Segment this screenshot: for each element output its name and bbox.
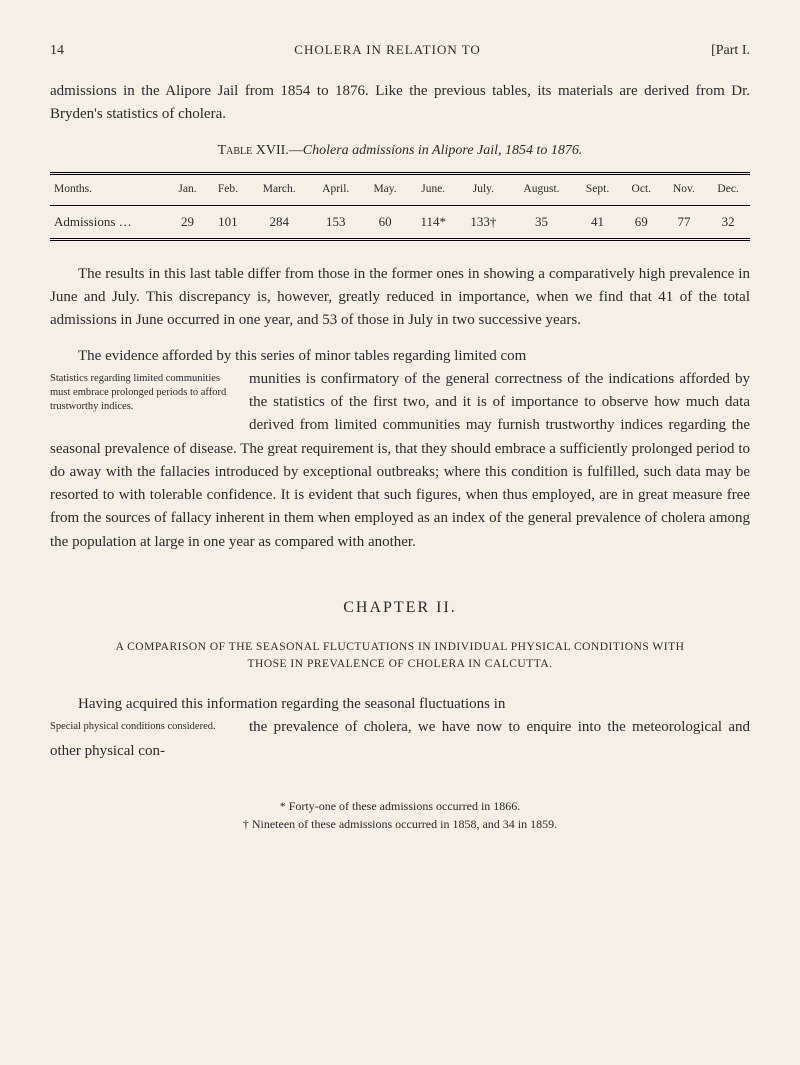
- col-jan: Jan.: [168, 173, 207, 205]
- col-apr: April.: [310, 173, 362, 205]
- col-aug: August.: [509, 173, 575, 205]
- col-feb: Feb.: [207, 173, 249, 205]
- col-may: May.: [362, 173, 408, 205]
- col-months: Months.: [50, 173, 168, 205]
- cell-jan: 29: [168, 205, 207, 239]
- cell-may: 60: [362, 205, 408, 239]
- cell-nov: 77: [662, 205, 707, 239]
- running-head: CHOLERA IN RELATION TO: [64, 40, 711, 62]
- row-label: Admissions …: [50, 205, 168, 239]
- paragraph-evidence-lead: The evidence afforded by this series of …: [50, 345, 750, 368]
- page-number: 14: [50, 40, 64, 62]
- page-header: 14 CHOLERA IN RELATION TO [Part I.: [50, 40, 750, 62]
- col-mar: March.: [249, 173, 310, 205]
- col-jul: July.: [458, 173, 509, 205]
- paragraph-evidence-wrap: The evidence afforded by this series of …: [50, 345, 750, 566]
- intro-paragraph: admissions in the Alipore Jail from 1854…: [50, 80, 750, 127]
- cell-aug: 35: [509, 205, 575, 239]
- col-jun: June.: [408, 173, 458, 205]
- col-oct: Oct.: [621, 173, 662, 205]
- chapter-heading: CHAPTER II.: [50, 596, 750, 621]
- cell-jul: 133†: [458, 205, 509, 239]
- chapter-subhead: A COMPARISON OF THE SEASONAL FLUCTUATION…: [100, 639, 700, 674]
- table-header-row: Months. Jan. Feb. March. April. May. Jun…: [50, 173, 750, 205]
- col-nov: Nov.: [662, 173, 707, 205]
- table-caption: Table XVII.—Cholera admissions in Alipor…: [50, 140, 750, 162]
- footnote-a: * Forty-one of these admissions occurred…: [50, 797, 750, 815]
- paragraph-results: The results in this last table differ fr…: [50, 263, 750, 333]
- table-caption-prefix: Table XVII.—: [218, 143, 303, 158]
- table-caption-italic: Cholera admissions in Alipore Jail, 1854…: [303, 143, 583, 158]
- cell-oct: 69: [621, 205, 662, 239]
- admissions-table: Months. Jan. Feb. March. April. May. Jun…: [50, 172, 750, 241]
- footnote-b: † Nineteen of these admissions occurred …: [50, 815, 750, 833]
- cell-apr: 153: [310, 205, 362, 239]
- cell-jun: 114*: [408, 205, 458, 239]
- paragraph-having-wrap: Having acquired this information regardi…: [50, 693, 750, 775]
- margin-note-special: Special physical conditions considered.: [50, 720, 235, 734]
- cell-mar: 284: [249, 205, 310, 239]
- cell-dec: 32: [706, 205, 750, 239]
- cell-sep: 41: [574, 205, 621, 239]
- col-dec: Dec.: [706, 173, 750, 205]
- cell-feb: 101: [207, 205, 249, 239]
- col-sep: Sept.: [574, 173, 621, 205]
- part-label: [Part I.: [711, 40, 750, 62]
- table-row: Admissions … 29 101 284 153 60 114* 133†…: [50, 205, 750, 239]
- footnotes: * Forty-one of these admissions occurred…: [50, 797, 750, 833]
- paragraph-having-lead: Having acquired this information regardi…: [50, 693, 750, 716]
- margin-note-statistics: Statistics regarding limited communities…: [50, 372, 235, 415]
